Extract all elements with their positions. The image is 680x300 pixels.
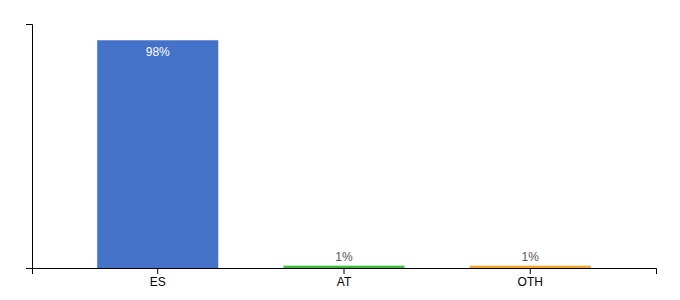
chart-svg: ES AT OTH 98% 1% 1% [0, 0, 680, 300]
y-axis [26, 25, 33, 269]
x-axis: ES AT OTH [33, 268, 657, 289]
x-axis-line [33, 269, 657, 275]
x-tick: AT [337, 268, 352, 289]
bar [470, 266, 591, 268]
x-tick-label: AT [337, 275, 352, 289]
bars [97, 40, 591, 268]
x-tick: OTH [518, 268, 543, 289]
x-tick: ES [150, 268, 166, 289]
x-tick-label: OTH [518, 275, 543, 289]
x-tick-mark [530, 268, 531, 274]
y-axis-line [26, 25, 33, 269]
x-tick-label: ES [150, 275, 166, 289]
chart-container: ES AT OTH 98% 1% 1% [0, 0, 680, 300]
x-tick-mark [344, 268, 345, 274]
bar [97, 40, 218, 268]
bar [283, 266, 404, 268]
x-tick-mark [157, 268, 158, 274]
data-label: 98% [146, 45, 170, 59]
data-label: 1% [522, 250, 540, 264]
data-label: 1% [335, 250, 353, 264]
data-labels: 98% 1% 1% [146, 45, 540, 263]
plot-area: ES AT OTH 98% 1% 1% [26, 25, 657, 289]
